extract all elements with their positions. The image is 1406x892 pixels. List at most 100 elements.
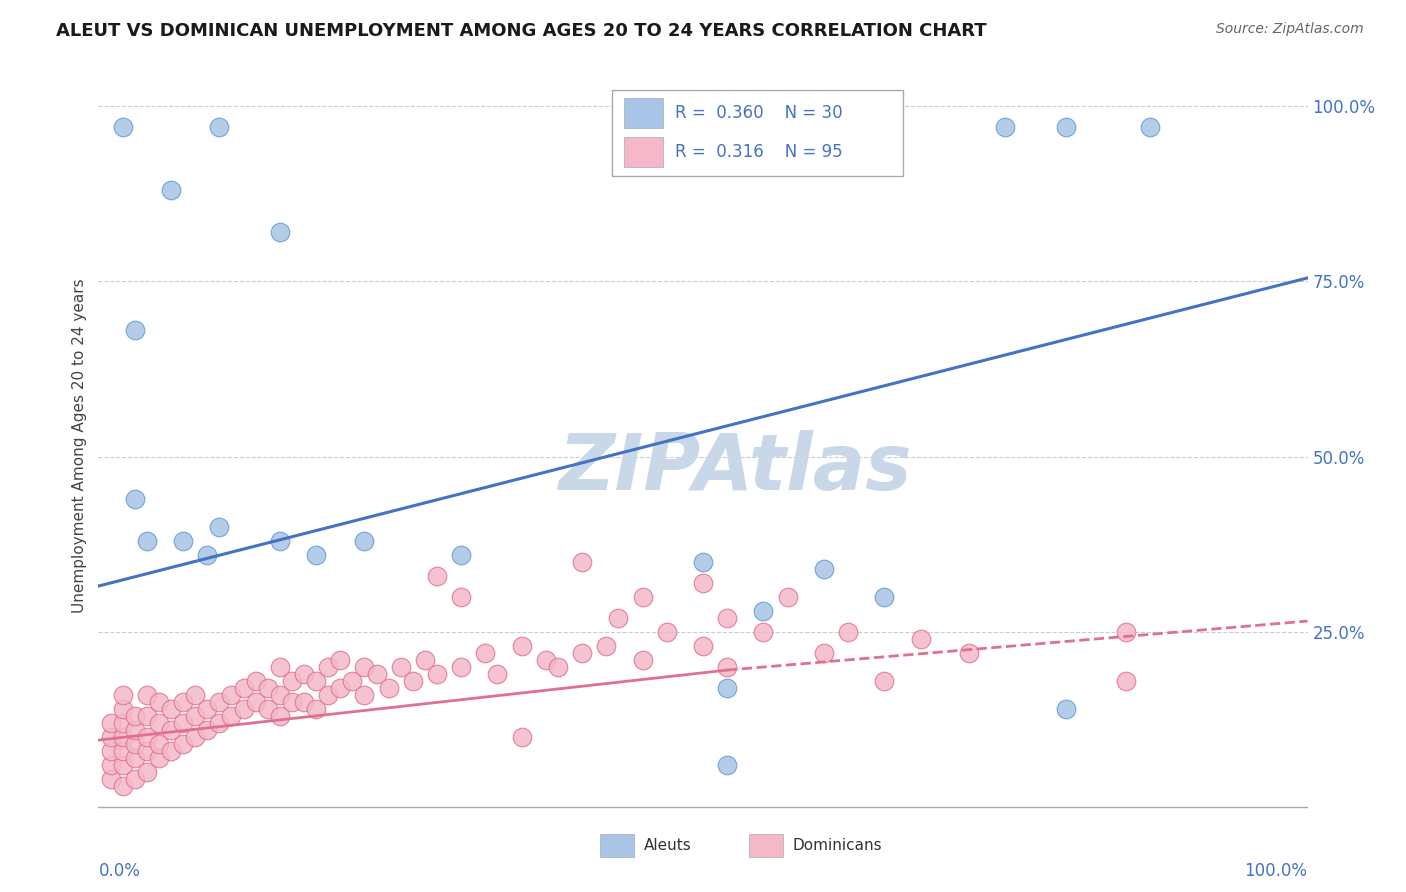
Text: ALEUT VS DOMINICAN UNEMPLOYMENT AMONG AGES 20 TO 24 YEARS CORRELATION CHART: ALEUT VS DOMINICAN UNEMPLOYMENT AMONG AG… <box>56 22 987 40</box>
Point <box>135 533 157 548</box>
Point <box>692 639 714 653</box>
Point <box>994 120 1017 135</box>
Point <box>195 548 218 562</box>
Point <box>316 659 339 673</box>
Point <box>631 590 654 604</box>
Point <box>813 561 835 575</box>
Point <box>269 688 291 702</box>
Point <box>292 666 315 681</box>
Y-axis label: Unemployment Among Ages 20 to 24 years: Unemployment Among Ages 20 to 24 years <box>72 278 87 614</box>
Point <box>160 723 183 737</box>
Point <box>124 723 146 737</box>
Point <box>607 610 630 624</box>
Point <box>426 568 449 582</box>
Point <box>148 750 170 764</box>
Point <box>547 659 569 673</box>
Point <box>135 743 157 757</box>
Point <box>752 603 775 617</box>
Point <box>342 673 364 688</box>
Point <box>245 673 267 688</box>
FancyBboxPatch shape <box>749 834 783 856</box>
Point <box>208 120 231 135</box>
Point <box>124 737 146 751</box>
Point <box>450 659 472 673</box>
Point <box>366 666 388 681</box>
Point <box>124 323 146 337</box>
Point <box>111 120 134 135</box>
Point <box>571 646 593 660</box>
Point <box>232 681 254 695</box>
Point <box>184 688 207 702</box>
Point <box>111 757 134 772</box>
Point <box>124 772 146 786</box>
Point <box>208 519 231 533</box>
Point <box>474 646 496 660</box>
Text: Source: ZipAtlas.com: Source: ZipAtlas.com <box>1216 22 1364 37</box>
Point <box>172 695 194 709</box>
Point <box>148 737 170 751</box>
Point <box>329 652 352 666</box>
Text: R =  0.360    N = 30: R = 0.360 N = 30 <box>675 103 842 121</box>
Point <box>135 730 157 744</box>
Point <box>873 590 896 604</box>
Point <box>111 779 134 793</box>
Text: Aleuts: Aleuts <box>644 838 692 853</box>
Point <box>486 666 509 681</box>
Point <box>100 757 122 772</box>
Point <box>281 695 304 709</box>
Point <box>377 681 399 695</box>
Point <box>172 533 194 548</box>
Point <box>100 772 122 786</box>
Point <box>305 548 328 562</box>
Point <box>873 673 896 688</box>
Point <box>148 695 170 709</box>
Point <box>100 743 122 757</box>
Point <box>135 688 157 702</box>
Point <box>135 764 157 779</box>
Text: 100.0%: 100.0% <box>1244 862 1308 880</box>
Point <box>1115 624 1137 639</box>
Point <box>413 652 436 666</box>
Point <box>426 666 449 681</box>
Point <box>111 701 134 715</box>
Point <box>957 646 980 660</box>
Point <box>148 715 170 730</box>
Point <box>208 715 231 730</box>
Point <box>510 639 533 653</box>
Point <box>111 715 134 730</box>
Point <box>160 183 183 197</box>
Text: R =  0.316    N = 95: R = 0.316 N = 95 <box>675 143 842 161</box>
Text: 0.0%: 0.0% <box>98 862 141 880</box>
Point <box>281 673 304 688</box>
Point <box>353 533 375 548</box>
Point <box>1054 120 1077 135</box>
Point <box>631 652 654 666</box>
Point <box>910 632 932 646</box>
Point <box>111 730 134 744</box>
Point <box>195 701 218 715</box>
Point <box>100 730 122 744</box>
Point <box>329 681 352 695</box>
Point <box>716 757 738 772</box>
Point <box>595 639 617 653</box>
Point <box>692 555 714 569</box>
Point <box>510 730 533 744</box>
Point <box>655 624 678 639</box>
Point <box>269 533 291 548</box>
Point <box>752 624 775 639</box>
Point <box>256 701 278 715</box>
FancyBboxPatch shape <box>624 136 664 167</box>
Point <box>776 590 799 604</box>
Point <box>1115 673 1137 688</box>
FancyBboxPatch shape <box>613 90 903 177</box>
Point <box>353 688 375 702</box>
FancyBboxPatch shape <box>624 97 664 128</box>
Point <box>571 555 593 569</box>
Point <box>402 673 425 688</box>
Point <box>135 708 157 723</box>
Point <box>111 688 134 702</box>
Point <box>221 688 243 702</box>
Point <box>269 708 291 723</box>
Point <box>245 695 267 709</box>
Point <box>1054 701 1077 715</box>
